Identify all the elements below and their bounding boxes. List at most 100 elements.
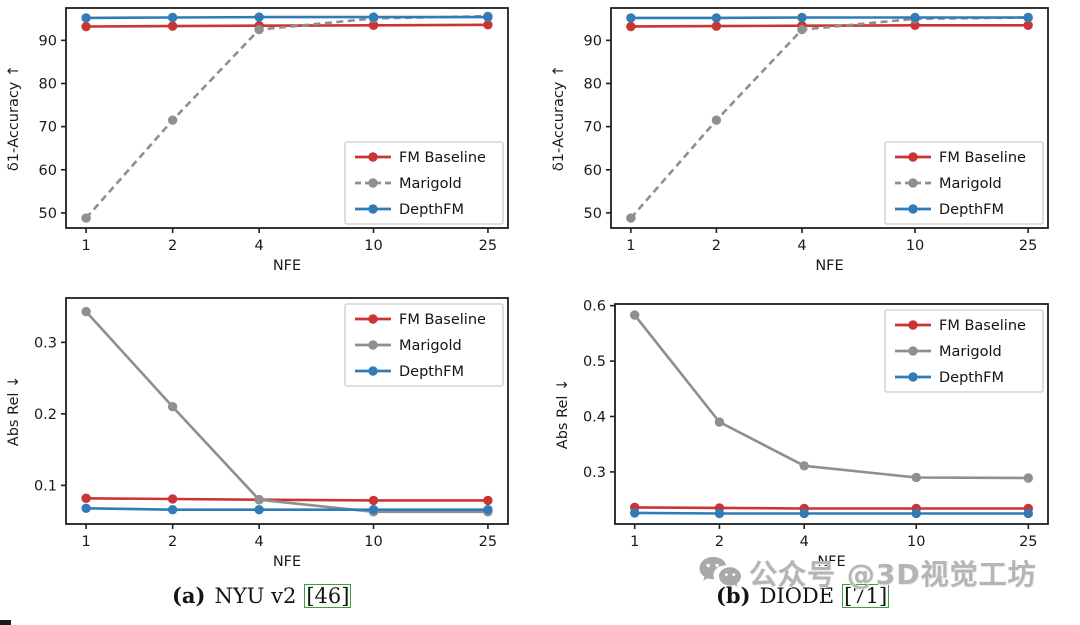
series-marker-fm-baseline	[368, 20, 379, 30]
legend-label-fm-baseline: FM Baseline	[399, 150, 486, 166]
y-axis-label: Abs Rel ↓	[555, 379, 571, 449]
plot-border	[614, 303, 1049, 525]
legend-label-marigold: Marigold	[939, 176, 1002, 192]
x-tick-label: 10	[906, 238, 924, 254]
series-marker-depthfm	[81, 13, 91, 23]
chart-abs-rel-diode: 0.3 0.4 0.5 0.6 1 2 4 10 25 NFE Abs Rel ↓ FM Baseli…	[555, 299, 1049, 570]
x-tick-label: 2	[168, 238, 177, 254]
caption-b-citation-link[interactable]: [71]	[842, 584, 890, 609]
legend-marker-depthfm	[368, 204, 378, 214]
legend-marker-marigold	[368, 340, 378, 350]
series-marker-depthfm	[711, 13, 722, 23]
legend-label-depthfm: DepthFM	[399, 202, 464, 218]
x-tick-label: 1	[626, 238, 635, 254]
x-tick-label: 10	[907, 534, 925, 550]
x-tick-label: 1	[630, 534, 639, 550]
series-line-depthfm	[86, 507, 488, 511]
series-line-fm-baseline	[634, 506, 1029, 510]
series-marker-fm-baseline	[711, 21, 722, 31]
y-tick-label: 60	[584, 163, 602, 179]
series-marker-depthfm	[910, 12, 920, 23]
series-marker-depthfm	[626, 13, 636, 23]
legend-box	[884, 141, 1044, 225]
series-line-depthfm	[634, 511, 1029, 515]
y-tick-label: 70	[584, 120, 602, 136]
legend-label-depthfm: DepthFM	[939, 202, 1004, 218]
series-line-fm-baseline	[86, 23, 488, 28]
legend-marker-marigold	[908, 178, 918, 188]
series-marker-marigold	[626, 213, 636, 223]
legend-label-marigold: Marigold	[399, 338, 462, 354]
legend-marker-fm-baseline	[908, 320, 918, 330]
series-marker-fm-baseline	[1023, 20, 1033, 30]
x-tick-label: 2	[715, 534, 724, 550]
legend-marker-depthfm	[368, 366, 378, 376]
x-tick-label: 10	[364, 238, 382, 254]
x-tick-label: 25	[1019, 238, 1037, 254]
y-axis-label: δ1-Accuracy ↑	[551, 65, 567, 171]
series-marker-fm-baseline	[167, 21, 178, 31]
x-tick-label: 1	[81, 238, 90, 254]
series-marker-depthfm	[1023, 508, 1034, 519]
x-axis-label: NFE	[815, 258, 843, 274]
series-marker-depthfm	[483, 504, 493, 515]
series-marker-depthfm	[911, 508, 921, 519]
x-tick-label: 2	[168, 534, 177, 550]
caption-a-citation-link[interactable]: [46]	[304, 584, 352, 609]
caption-b-dataset: DIODE	[759, 584, 835, 608]
series-marker-marigold	[81, 213, 91, 223]
y-tick-label: 50	[584, 206, 602, 222]
x-tick-label: 4	[255, 534, 264, 550]
plot-border	[610, 7, 1049, 229]
legend-marker-fm-baseline	[908, 152, 918, 162]
caption-b-index: (b)	[716, 583, 751, 608]
chart-delta1-accuracy-nyu: 50 60 70 80 90 1 2 4 10 25 NFE δ1-Accuracy ↑ FM Base…	[6, 7, 509, 274]
series-marker-depthfm	[167, 504, 178, 515]
series-marker-marigold	[711, 115, 722, 125]
x-axis-label: NFE	[273, 258, 301, 274]
y-tick-label: 70	[39, 120, 57, 136]
y-tick-label: 90	[39, 33, 57, 49]
series-marker-marigold	[799, 461, 809, 471]
series-marker-depthfm	[254, 12, 264, 22]
legend-label-fm-baseline: FM Baseline	[399, 312, 486, 328]
y-axis-label: δ1-Accuracy ↑	[6, 65, 22, 171]
legend-marker-marigold	[368, 178, 378, 188]
series-marker-marigold	[167, 115, 178, 125]
legend-marker-fm-baseline	[368, 314, 378, 324]
x-tick-label: 4	[797, 238, 806, 254]
chart-abs-rel-nyu: 0.1 0.2 0.3 1 2 4 10 25 NFE Abs Rel ↓ FM Baseline M…	[6, 297, 509, 570]
series-marker-marigold	[629, 310, 640, 320]
series-marker-marigold	[167, 402, 178, 412]
series-line-depthfm	[86, 15, 488, 20]
series-marker-marigold	[797, 24, 807, 35]
caption-a: (a) NYU v2 [46]	[172, 583, 352, 609]
legend: FM Baseline Marigold DepthFM	[344, 303, 504, 387]
x-axis-label: NFE	[273, 554, 301, 570]
series-marker-fm-baseline	[167, 494, 178, 504]
y-tick-label: 0.3	[583, 465, 606, 481]
x-tick-label: 25	[479, 238, 497, 254]
series-marker-depthfm	[167, 12, 178, 23]
legend-label-marigold: Marigold	[399, 176, 462, 192]
series-marker-fm-baseline	[483, 20, 493, 30]
x-tick-label: 25	[1019, 534, 1037, 550]
legend-label-depthfm: DepthFM	[399, 364, 464, 380]
legend-label-fm-baseline: FM Baseline	[939, 318, 1026, 334]
y-tick-label: 0.1	[34, 478, 57, 494]
y-axis-label: Abs Rel ↓	[6, 376, 22, 446]
x-tick-label: 25	[479, 534, 497, 550]
legend-marker-depthfm	[908, 372, 918, 382]
series-marker-marigold	[81, 306, 91, 317]
series-marker-depthfm	[81, 503, 91, 513]
series-marker-fm-baseline	[368, 495, 379, 506]
x-axis-label: NFE	[817, 554, 845, 570]
series-marker-marigold	[714, 417, 725, 427]
legend-marker-fm-baseline	[368, 152, 378, 162]
series-marker-depthfm	[368, 12, 379, 22]
series-marker-fm-baseline	[81, 493, 91, 503]
series-marker-fm-baseline	[910, 20, 920, 30]
x-tick-label: 2	[712, 238, 721, 254]
series-marker-depthfm	[254, 504, 264, 515]
